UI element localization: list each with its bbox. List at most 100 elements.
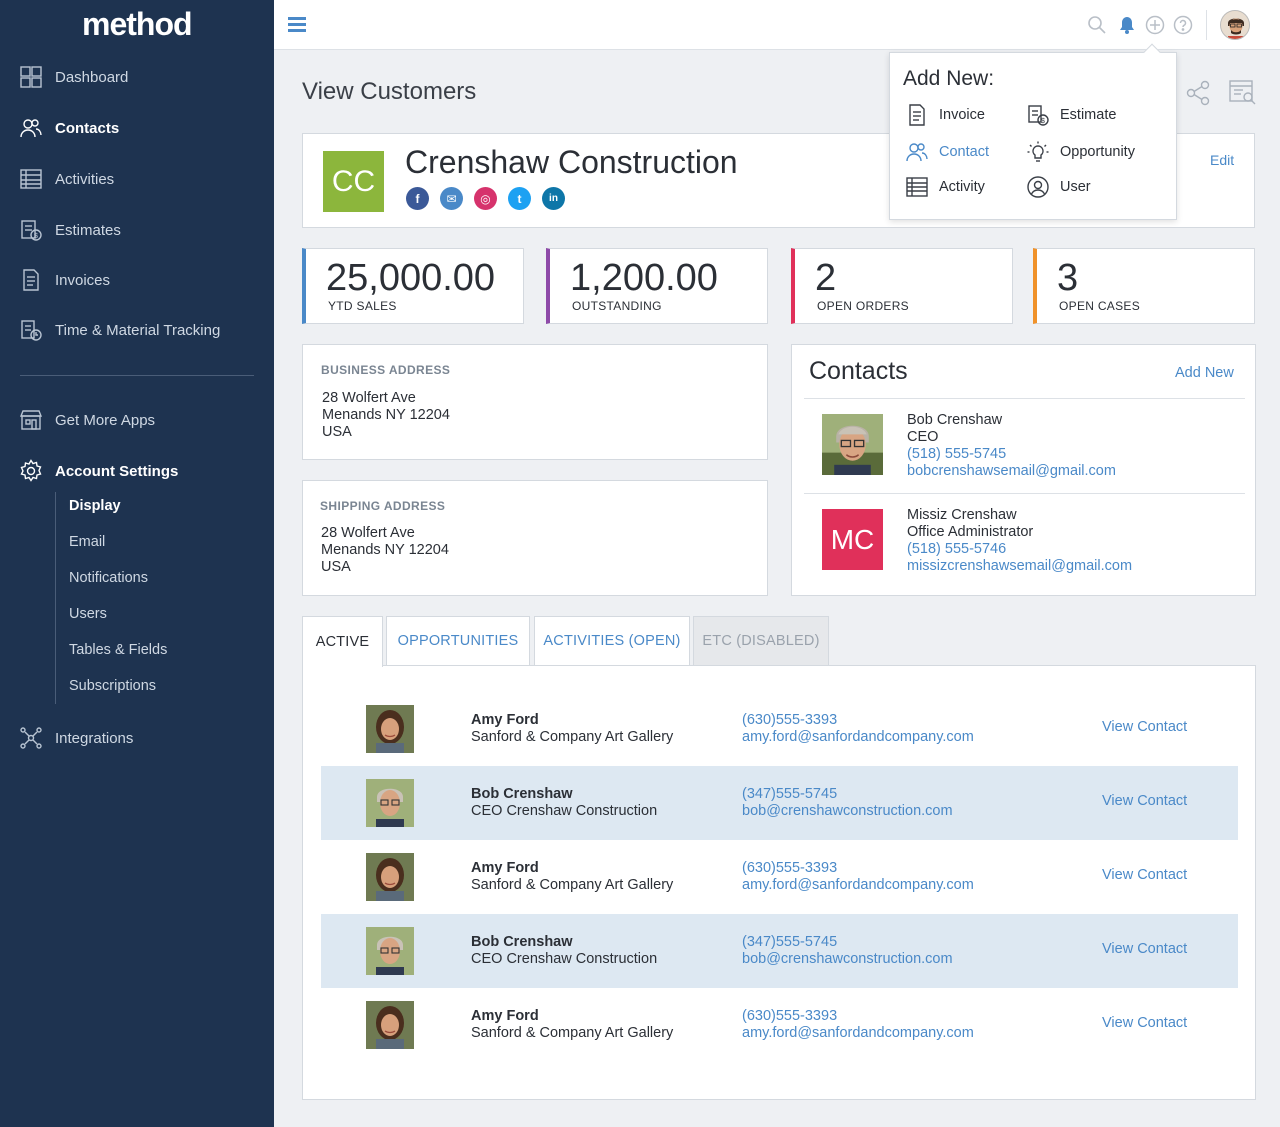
contact-email[interactable]: bobcrenshawsemail@gmail.com bbox=[907, 463, 1116, 479]
contact-photo[interactable] bbox=[366, 705, 414, 753]
invoice-icon bbox=[905, 103, 929, 127]
row-name: Amy Ford bbox=[471, 1008, 539, 1024]
row-phone[interactable]: (347)555-5745 bbox=[742, 934, 838, 950]
instagram-icon[interactable]: ◎ bbox=[474, 187, 497, 210]
business-address-title: BUSINESS ADDRESS bbox=[321, 363, 451, 377]
dropdown-title: Add New: bbox=[903, 67, 995, 90]
view-contact-link[interactable]: View Contact bbox=[1102, 867, 1188, 883]
stat-label: OPEN CASES bbox=[1059, 299, 1141, 313]
search-icon[interactable] bbox=[1087, 15, 1107, 35]
app-logo[interactable]: method bbox=[82, 6, 193, 42]
tab-active[interactable]: ACTIVE bbox=[302, 616, 383, 667]
sidebar-item-time-tracking[interactable]: Time & Material Tracking bbox=[18, 315, 220, 345]
stat-outstanding: 1,200.00 OUTSTANDING bbox=[546, 248, 768, 324]
contacts-title: Contacts bbox=[809, 357, 908, 385]
sidebar-item-invoices[interactable]: Invoices bbox=[18, 265, 110, 295]
sidebar-subitem-subscriptions[interactable]: Subscriptions bbox=[69, 678, 157, 694]
sidebar-item-contacts[interactable]: Contacts bbox=[18, 113, 119, 143]
view-contact-link[interactable]: View Contact bbox=[1102, 1015, 1188, 1031]
stat-label: OPEN ORDERS bbox=[817, 299, 909, 313]
sidebar-item-dashboard[interactable]: Dashboard bbox=[18, 62, 128, 92]
contact-photo[interactable] bbox=[822, 414, 883, 475]
activities-icon bbox=[18, 166, 44, 192]
address-line: 28 Wolfert Ave bbox=[321, 525, 415, 541]
menu-item-activity[interactable]: Activity bbox=[905, 175, 985, 199]
row-email[interactable]: bob@crenshawconstruction.com bbox=[742, 803, 953, 819]
row-phone[interactable]: (630)555-3393 bbox=[742, 712, 838, 728]
estimates-icon: $ bbox=[18, 217, 44, 243]
sidebar-subitem-display[interactable]: Display bbox=[69, 498, 121, 514]
tab-activities-open[interactable]: ACTIVITIES (OPEN) bbox=[534, 616, 690, 666]
sidebar-item-label: Contacts bbox=[55, 119, 120, 137]
menu-item-invoice[interactable]: Invoice bbox=[905, 103, 985, 127]
activity-icon bbox=[905, 175, 929, 199]
invoices-icon bbox=[18, 267, 44, 293]
contact-phone[interactable]: (518) 555-5745 bbox=[907, 446, 1007, 462]
contact-role: Office Administrator bbox=[907, 524, 1034, 540]
user-avatar[interactable] bbox=[1220, 10, 1250, 40]
row-company: CEO Crenshaw Construction bbox=[471, 951, 658, 967]
estimate-icon: $ bbox=[1026, 103, 1050, 127]
sidebar-subitem-email[interactable]: Email bbox=[69, 534, 106, 550]
table-row: Amy Ford Sanford & Company Art Gallery (… bbox=[321, 692, 1238, 766]
contact-photo[interactable] bbox=[366, 1001, 414, 1049]
svg-text:$: $ bbox=[1041, 118, 1045, 125]
tab-opportunities[interactable]: OPPORTUNITIES bbox=[386, 616, 530, 666]
share-icon[interactable] bbox=[1185, 80, 1211, 111]
menu-item-label: Invoice bbox=[939, 107, 985, 123]
contact-initials-badge[interactable]: MC bbox=[822, 509, 883, 570]
row-phone[interactable]: (347)555-5745 bbox=[742, 786, 838, 802]
row-email[interactable]: bob@crenshawconstruction.com bbox=[742, 951, 953, 967]
sidebar-item-estimates[interactable]: $ Estimates bbox=[18, 215, 121, 245]
menu-item-estimate[interactable]: $ Estimate bbox=[1026, 103, 1116, 127]
contact-photo[interactable] bbox=[366, 927, 414, 975]
address-line: Menands NY 12204 bbox=[321, 542, 449, 558]
linkedin-icon[interactable]: in bbox=[542, 187, 565, 210]
bell-icon[interactable] bbox=[1117, 15, 1137, 35]
hamburger-menu-icon[interactable] bbox=[288, 17, 306, 33]
view-contact-link[interactable]: View Contact bbox=[1102, 719, 1188, 735]
contact-name: Bob Crenshaw bbox=[907, 412, 1003, 428]
sidebar-item-get-more-apps[interactable]: Get More Apps bbox=[18, 405, 155, 435]
menu-item-contact[interactable]: Contact bbox=[905, 140, 989, 164]
menu-item-label: Estimate bbox=[1060, 107, 1117, 123]
store-icon bbox=[18, 407, 44, 433]
add-new-contact-link[interactable]: Add New bbox=[1175, 365, 1234, 381]
contact-icon bbox=[905, 140, 929, 164]
menu-item-opportunity[interactable]: Opportunity bbox=[1026, 140, 1135, 164]
menu-item-label: Contact bbox=[939, 144, 989, 160]
menu-item-user[interactable]: User bbox=[1026, 175, 1091, 199]
contact-email[interactable]: missizcrenshawsemail@gmail.com bbox=[907, 558, 1133, 574]
svg-text:$: $ bbox=[34, 233, 38, 240]
sidebar-item-account-settings[interactable]: Account Settings bbox=[18, 456, 178, 486]
add-circle-icon[interactable] bbox=[1145, 15, 1165, 35]
integrations-icon bbox=[18, 725, 44, 751]
report-icon[interactable] bbox=[1229, 78, 1257, 111]
facebook-icon[interactable]: f bbox=[406, 187, 429, 210]
view-contact-link[interactable]: View Contact bbox=[1102, 793, 1188, 809]
contact-photo[interactable] bbox=[366, 853, 414, 901]
time-tracking-icon bbox=[18, 317, 44, 343]
sidebar-subitem-users[interactable]: Users bbox=[69, 606, 107, 622]
sidebar-item-integrations[interactable]: Integrations bbox=[18, 723, 133, 753]
row-phone[interactable]: (630)555-3393 bbox=[742, 1008, 838, 1024]
contact-photo[interactable] bbox=[366, 779, 414, 827]
email-icon[interactable]: ✉ bbox=[440, 187, 463, 210]
contact-role: CEO bbox=[907, 429, 939, 445]
sidebar-item-label: Get More Apps bbox=[55, 411, 156, 429]
help-icon[interactable] bbox=[1173, 15, 1193, 35]
sidebar-subitem-tables-fields[interactable]: Tables & Fields bbox=[69, 642, 168, 658]
stat-label: OUTSTANDING bbox=[572, 299, 662, 313]
row-phone[interactable]: (630)555-3393 bbox=[742, 860, 838, 876]
view-contact-link[interactable]: View Contact bbox=[1102, 941, 1188, 957]
twitter-icon[interactable]: t bbox=[508, 187, 531, 210]
contact-phone[interactable]: (518) 555-5746 bbox=[907, 541, 1007, 557]
sidebar-subitem-notifications[interactable]: Notifications bbox=[69, 570, 148, 586]
row-email[interactable]: amy.ford@sanfordandcompany.com bbox=[742, 1025, 974, 1041]
row-name: Amy Ford bbox=[471, 712, 539, 728]
row-email[interactable]: amy.ford@sanfordandcompany.com bbox=[742, 877, 974, 893]
tab-etc-disabled: ETC (DISABLED) bbox=[693, 616, 829, 666]
row-email[interactable]: amy.ford@sanfordandcompany.com bbox=[742, 729, 974, 745]
edit-customer-link[interactable]: Edit bbox=[1210, 152, 1235, 168]
sidebar-item-activities[interactable]: Activities bbox=[18, 164, 114, 194]
